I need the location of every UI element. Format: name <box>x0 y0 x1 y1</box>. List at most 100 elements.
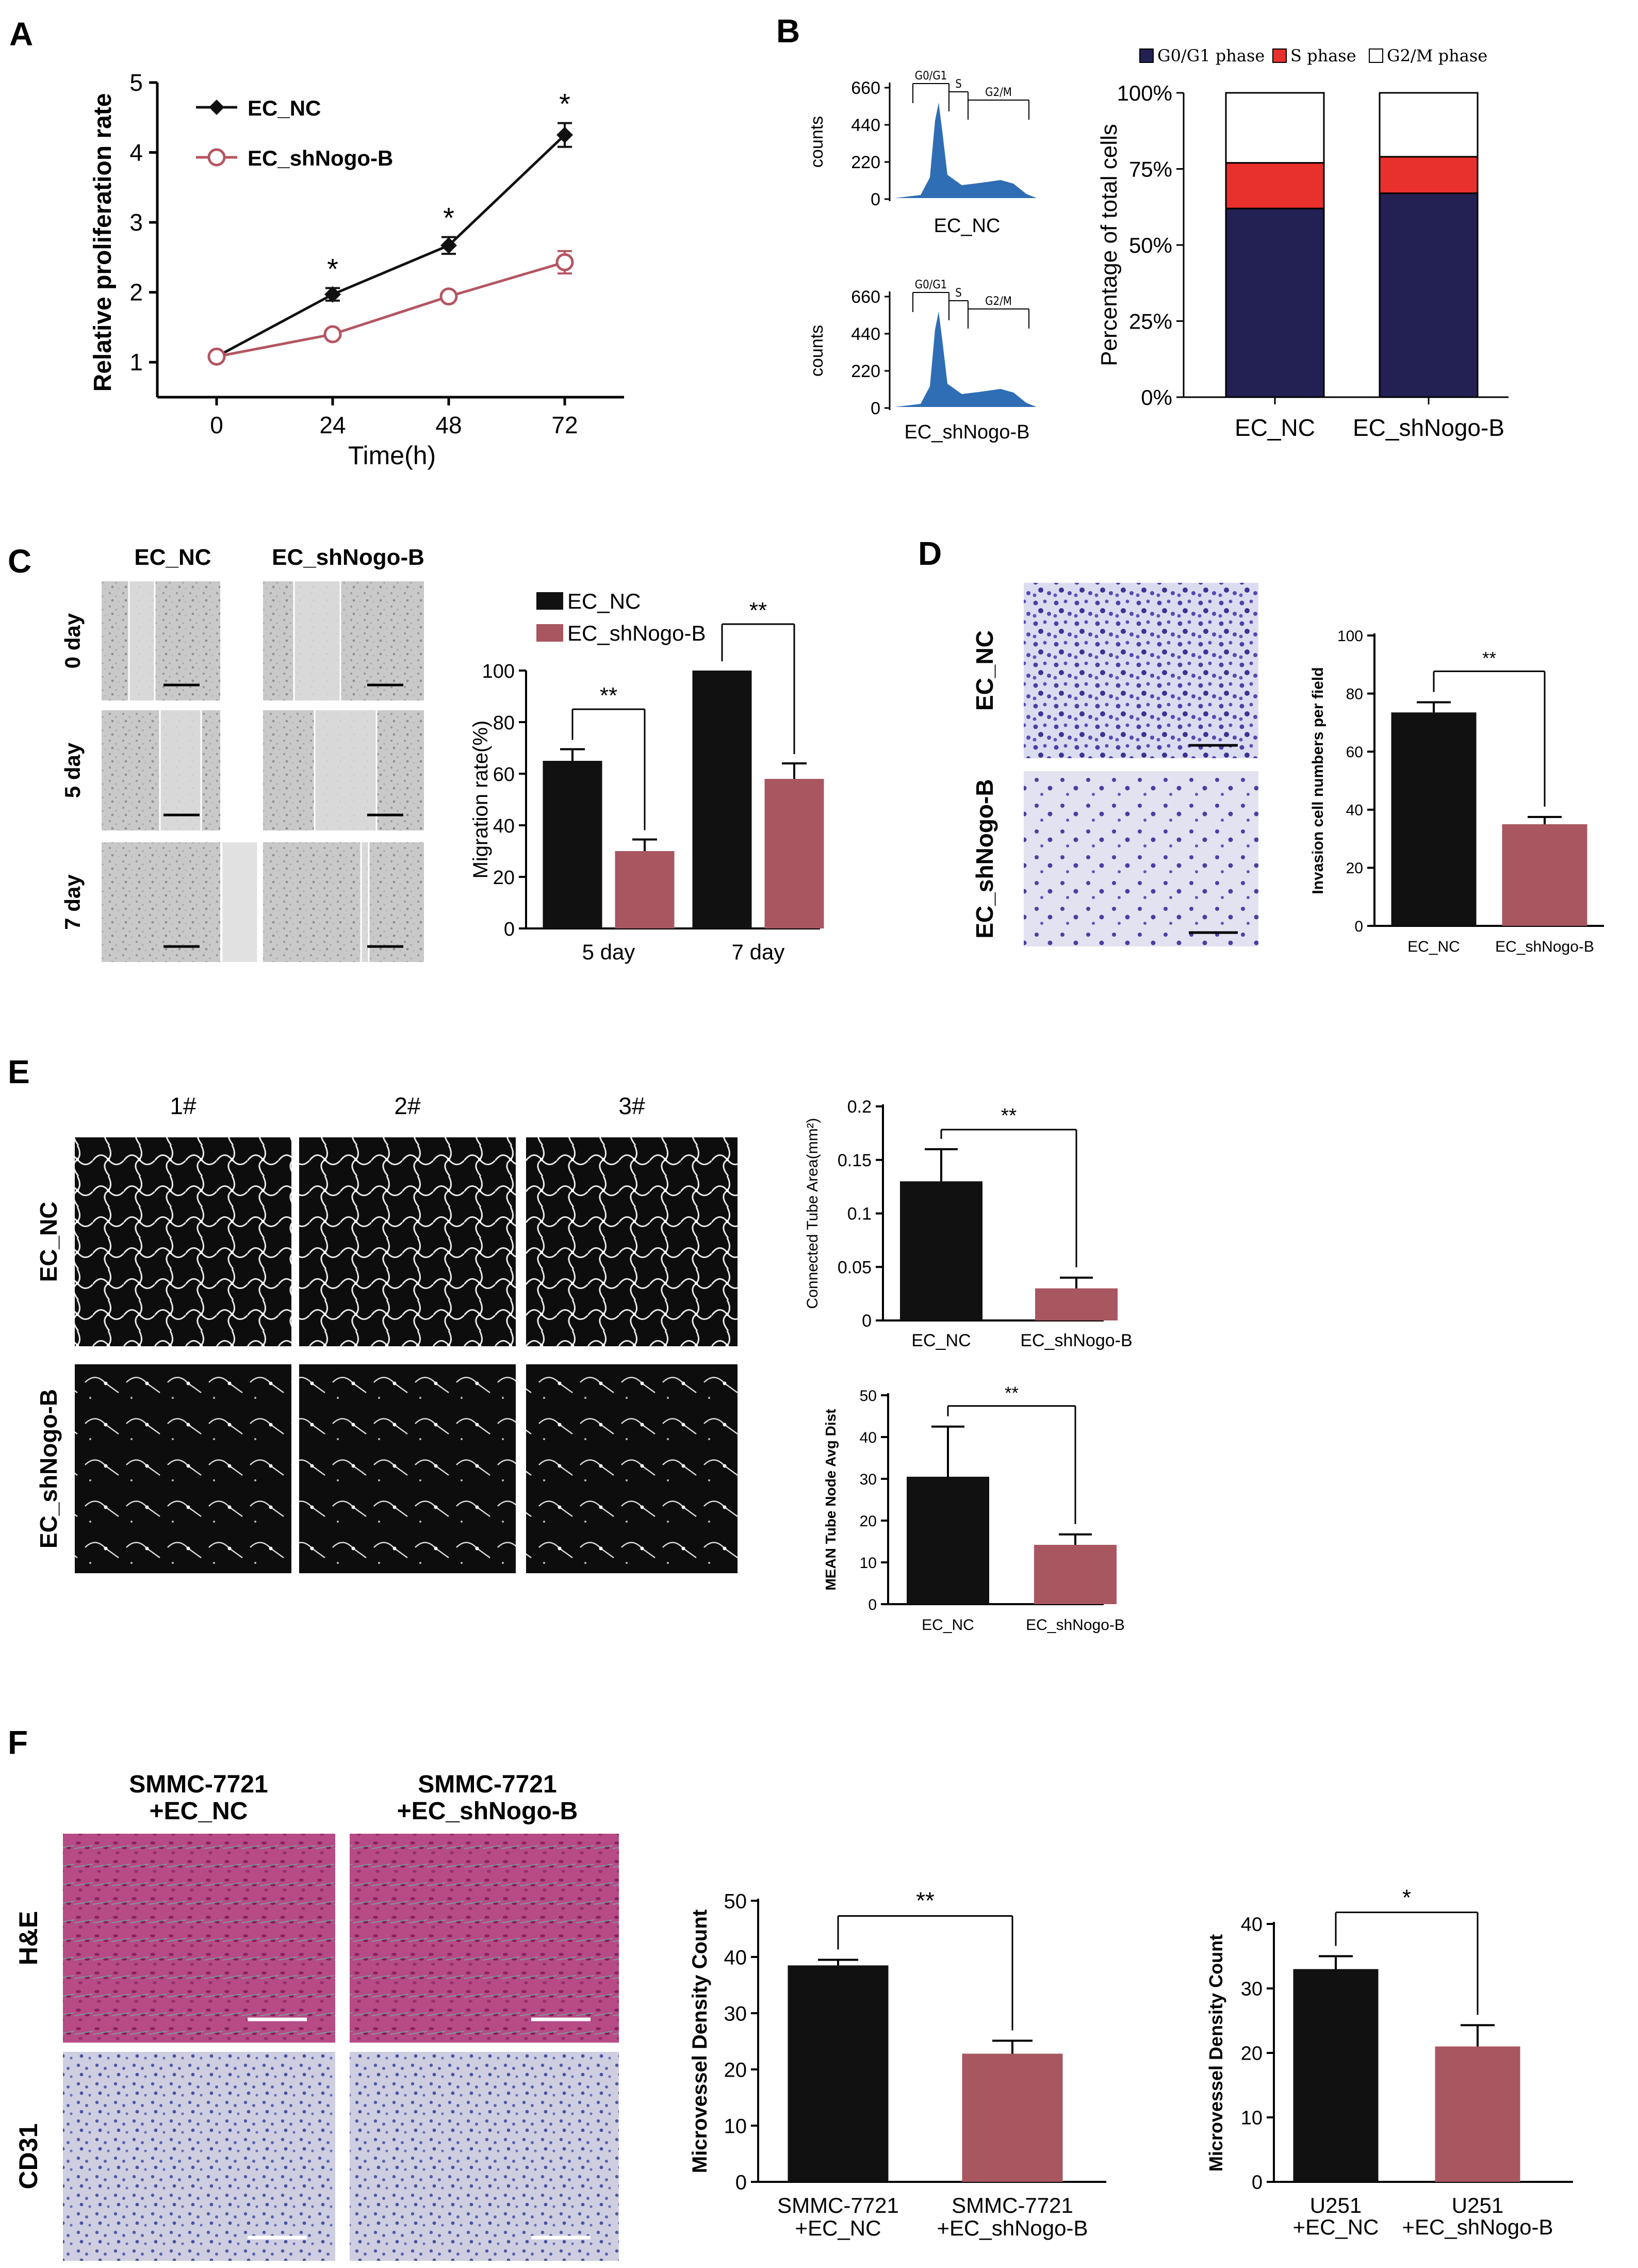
y-tick-label: 25% <box>1129 309 1172 334</box>
y-tick-label: 0.05 <box>838 1258 872 1277</box>
legend-label: EC_NC <box>567 589 641 613</box>
y-tick-label: 0.15 <box>838 1151 872 1170</box>
bar <box>962 2053 1063 2182</box>
significance-label: ** <box>749 598 767 623</box>
y-axis-label: counts <box>807 325 827 377</box>
tube-image <box>526 1137 738 1346</box>
legend-label: S phase <box>1290 46 1356 66</box>
legend-marker <box>209 100 224 115</box>
y-tick-label: 20 <box>724 2059 747 2081</box>
scratch-gap <box>222 842 258 962</box>
y-tick-label: 220 <box>851 153 880 172</box>
x-tick-label: 0 <box>210 412 223 438</box>
tube-image <box>299 1364 516 1573</box>
bar <box>615 851 675 928</box>
scratch-gap <box>129 581 155 700</box>
stacked-bar-segment <box>1379 92 1479 158</box>
y-tick-label: 0 <box>871 399 880 418</box>
y-tick-label: 80 <box>493 712 515 734</box>
y-tick-label: 20 <box>493 867 515 889</box>
significance-label: * <box>327 253 338 285</box>
category-label: SMMC-7721 <box>777 2193 899 2217</box>
y-tick-label: 10 <box>1241 2108 1263 2129</box>
y-tick-label: 0 <box>1354 918 1363 935</box>
y-tick-label: 0.1 <box>847 1204 872 1224</box>
column-label: EC_NC <box>134 545 211 570</box>
panel-label-D: D <box>918 535 942 572</box>
row-label: EC_shNogo-B <box>35 1389 62 1548</box>
gate-label: G2/M <box>985 86 1012 99</box>
cell-cycle-stacked-chart: 0% 25% 50% 75% 100% Percentage of total cells… <box>1096 46 1509 441</box>
category-label: SMMC-7721 <box>952 2193 1073 2217</box>
scratch-gap <box>361 842 369 962</box>
gate-label: G0/G1 <box>915 70 947 83</box>
y-tick-label: 80 <box>1346 686 1363 703</box>
y-tick-label: 50 <box>724 1890 747 1913</box>
scratch-image <box>263 581 424 700</box>
y-tick-label: 3 <box>129 209 143 236</box>
significance-label: ** <box>1005 1383 1019 1403</box>
significance-label: ** <box>1482 648 1496 668</box>
y-tick-label: 440 <box>851 116 880 135</box>
y-tick-label: 40 <box>493 815 515 837</box>
flow-histogram: 660 440 220 0 counts G0/G1 S G2/M EC_NC <box>807 70 1037 237</box>
panel-label-E: E <box>8 1053 30 1090</box>
legend-label: EC_shNogo-B <box>248 146 393 170</box>
category-label: U251 <box>1452 2193 1503 2217</box>
column-label: EC_shNogo-B <box>272 545 424 570</box>
scratch-image <box>102 842 220 962</box>
y-tick-label: 660 <box>851 78 880 98</box>
data-point <box>323 325 342 344</box>
row-label: EC_shNogo-B <box>971 779 998 938</box>
bar <box>900 1181 982 1320</box>
panel-label-C: C <box>8 543 31 580</box>
y-tick-label: 60 <box>493 764 515 786</box>
histology-image <box>350 2052 619 2261</box>
category-label: EC_shNogo-B <box>1020 1331 1132 1350</box>
y-tick-label: 75% <box>1129 157 1172 182</box>
category-label: 7 day <box>732 940 785 964</box>
y-axis-label: Invasion cell numbers per field <box>1309 667 1326 894</box>
y-tick-label: 0% <box>1141 385 1172 410</box>
y-tick-label: 0 <box>862 1311 872 1331</box>
bar <box>907 1476 989 1604</box>
y-tick-label: 30 <box>724 2002 747 2025</box>
stacked-bar-segment <box>1379 192 1479 398</box>
category-label: EC_shNogo-B <box>1026 1617 1125 1634</box>
series-line <box>216 260 565 358</box>
x-tick-label: 24 <box>319 412 346 438</box>
y-tick-label: 30 <box>860 1471 877 1488</box>
y-tick-label: 0 <box>871 190 880 209</box>
gate-label: S <box>955 78 962 91</box>
legend-swatch <box>1139 48 1154 63</box>
panel-label-B: B <box>776 12 800 50</box>
x-tick-label: 72 <box>551 412 578 438</box>
column-label: 2# <box>394 1092 421 1119</box>
category-label: EC_NC <box>1235 414 1315 441</box>
data-point <box>324 286 341 303</box>
sample-label: EC_NC <box>934 215 1001 237</box>
y-axis-label: Percentage of total cells <box>1096 124 1122 366</box>
column-label: SMMC-7721 <box>129 1771 268 1798</box>
row-label: 5 day <box>60 742 85 798</box>
y-tick-label: 50 <box>860 1388 877 1405</box>
y-tick-label: 10 <box>860 1555 877 1572</box>
y-tick-label: 20 <box>1346 860 1363 877</box>
legend-swatch <box>1272 48 1287 63</box>
bar <box>1391 712 1477 926</box>
panel-label-A: A <box>9 15 33 53</box>
significance-label: * <box>1402 1885 1411 1911</box>
invasion-chart: 0 20 40 60 80 100 Invasion cell numbers per fi… <box>1309 628 1604 955</box>
y-tick-label: 2 <box>129 279 143 306</box>
bar <box>1034 1544 1117 1604</box>
y-tick-label: 40 <box>724 1946 747 1969</box>
category-label: U251 <box>1310 2193 1362 2217</box>
category-label: EC_shNogo-B <box>1495 938 1594 955</box>
y-tick-label: 20 <box>860 1513 877 1530</box>
histology-image <box>350 1834 619 2043</box>
y-tick-label: 440 <box>851 324 880 344</box>
y-tick-label: 40 <box>860 1429 877 1446</box>
data-point <box>439 287 458 306</box>
row-label: CD31 <box>14 2124 43 2190</box>
